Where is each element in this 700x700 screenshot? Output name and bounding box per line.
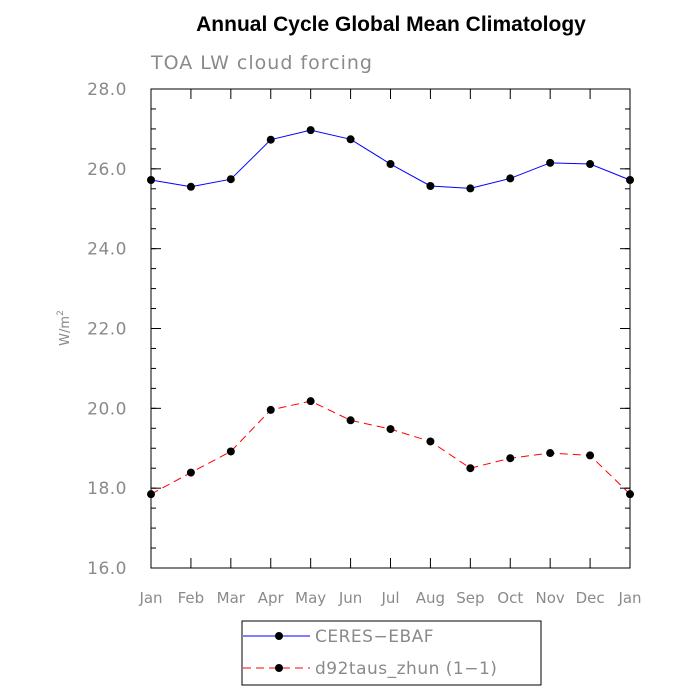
data-point: [386, 160, 395, 169]
data-point: [186, 182, 195, 191]
legend-item: CERES−EBAF: [243, 627, 434, 647]
data-point: [346, 416, 355, 425]
data-point: [626, 490, 634, 499]
data-point: [306, 126, 315, 135]
legend-box: [241, 620, 542, 686]
x-axis: Jan Feb Mar Apr May Jun Jul Aug Sep Oct Nov Dec Jan: [138, 89, 642, 607]
x-tick-label: Jan: [617, 589, 641, 607]
data-point: [466, 184, 475, 193]
x-tick-label: Sep: [456, 589, 484, 607]
legend-item: d92taus_zhun (1−1): [243, 659, 497, 679]
plot-area: 16.0 18.0 20.0 22.0 24.0 26.0 28.0 Jan Feb Mar Ap…: [87, 80, 641, 607]
legend-swatch-marker: [275, 664, 283, 672]
data-point: [546, 158, 555, 167]
data-point: [506, 174, 515, 183]
y-tick-label: 20.0: [87, 399, 127, 419]
x-tick-label: Jun: [338, 589, 362, 607]
x-tick-label: Dec: [576, 589, 605, 607]
y-tick-label: 16.0: [87, 559, 127, 579]
x-tick-label: Jul: [380, 589, 399, 607]
data-point: [266, 135, 275, 144]
data-point: [226, 175, 235, 184]
data-point: [586, 451, 595, 460]
y-tick-label: 22.0: [87, 320, 127, 340]
x-tick-label: Aug: [416, 589, 445, 607]
x-tick-label: Oct: [497, 589, 523, 607]
legend: CERES−EBAF d92taus_zhun (1−1): [241, 620, 542, 686]
y-tick-label: 24.0: [87, 240, 127, 260]
series-layer: [147, 126, 634, 499]
data-point: [346, 135, 355, 144]
chart-subtitle: TOA LW cloud forcing: [150, 52, 373, 74]
x-tick-label: Mar: [217, 589, 246, 607]
data-point: [386, 425, 395, 434]
data-point: [266, 405, 275, 414]
data-point: [466, 464, 475, 473]
series-line: [150, 400, 631, 495]
x-tick-label: Apr: [258, 589, 285, 607]
legend-label: d92taus_zhun (1−1): [315, 659, 497, 679]
x-tick-label: Jan: [138, 589, 162, 607]
y-axis: 16.0 18.0 20.0 22.0 24.0 26.0 28.0: [87, 80, 630, 579]
legend-swatch-marker: [275, 632, 283, 640]
series-1: [147, 126, 634, 193]
data-point: [426, 437, 435, 446]
data-point: [426, 181, 435, 190]
data-point: [546, 449, 555, 458]
y-tick-label: 18.0: [87, 479, 127, 499]
data-point: [186, 468, 195, 477]
data-point: [147, 490, 155, 499]
y-axis-label: W/m2: [56, 310, 73, 346]
series-2: [147, 397, 634, 499]
x-tick-label: May: [295, 589, 326, 607]
data-point: [586, 160, 595, 169]
data-point: [147, 176, 155, 185]
data-point: [306, 397, 315, 406]
x-tick-label: Feb: [178, 589, 205, 607]
chart-title: Annual Cycle Global Mean Climatology: [196, 13, 586, 36]
data-point: [226, 447, 235, 456]
legend-label: CERES−EBAF: [315, 627, 434, 647]
series-line: [150, 129, 631, 189]
y-tick-label: 28.0: [87, 80, 127, 100]
data-point: [506, 454, 515, 463]
y-tick-label: 26.0: [87, 160, 127, 180]
x-tick-label: Nov: [536, 589, 565, 607]
data-point: [626, 176, 634, 185]
